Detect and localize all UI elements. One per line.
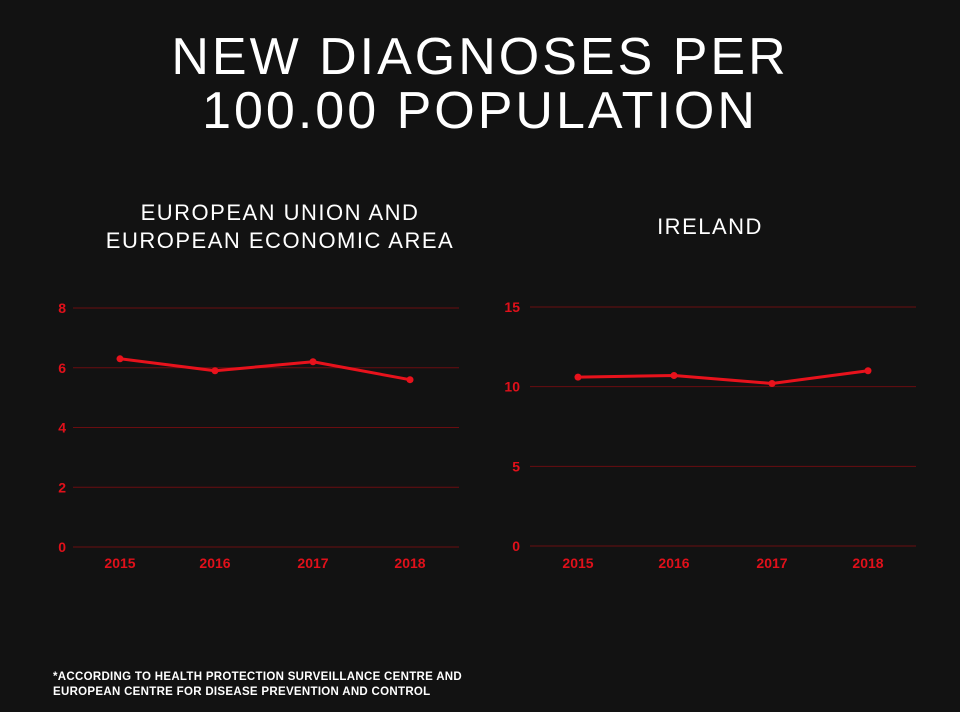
chart-title-ireland: IRELAND <box>510 213 910 241</box>
footnote: *ACCORDING TO HEALTH PROTECTION SURVEILL… <box>53 670 462 700</box>
y-tick-label: 4 <box>58 420 66 436</box>
y-tick-label: 2 <box>58 479 66 495</box>
y-tick-label: 0 <box>58 539 66 555</box>
data-point <box>309 358 317 366</box>
y-tick-label: 0 <box>512 538 520 554</box>
title-line: 100.00 POPULATION <box>202 82 758 140</box>
y-tick-label: 10 <box>504 379 520 395</box>
data-point <box>211 367 219 375</box>
footnote-line: EUROPEAN CENTRE FOR DISEASE PREVENTION A… <box>53 686 431 698</box>
chart-title-line: EUROPEAN UNION AND <box>140 200 420 225</box>
chart-title-line: IRELAND <box>657 214 763 239</box>
x-tick-label: 2015 <box>104 555 135 571</box>
x-tick-label: 2017 <box>297 555 328 571</box>
data-point <box>116 355 124 363</box>
data-point <box>768 379 776 387</box>
series-line <box>577 369 869 385</box>
data-point <box>406 376 414 384</box>
x-tick-label: 2018 <box>852 555 883 571</box>
y-tick-label: 8 <box>58 300 66 316</box>
y-tick-label: 6 <box>58 360 66 376</box>
x-tick-label: 2018 <box>394 555 425 571</box>
x-tick-label: 2016 <box>199 555 230 571</box>
x-tick-label: 2017 <box>756 555 787 571</box>
series-line <box>119 357 411 382</box>
chart-title-line: EUROPEAN ECONOMIC AREA <box>105 228 455 253</box>
page-title: NEW DIAGNOSES PER 100.00 POPULATION <box>0 30 960 138</box>
x-tick-label: 2015 <box>562 555 593 571</box>
data-point <box>574 373 582 381</box>
x-tick-label: 2016 <box>658 555 689 571</box>
y-tick-label: 5 <box>512 458 520 474</box>
footnote-line: *ACCORDING TO HEALTH PROTECTION SURVEILL… <box>53 671 463 683</box>
y-tick-label: 15 <box>504 299 520 315</box>
title-line: NEW DIAGNOSES PER <box>171 28 789 86</box>
data-point <box>864 367 872 375</box>
chart-title-eu: EUROPEAN UNION AND EUROPEAN ECONOMIC ARE… <box>80 199 480 255</box>
data-point <box>670 372 678 380</box>
